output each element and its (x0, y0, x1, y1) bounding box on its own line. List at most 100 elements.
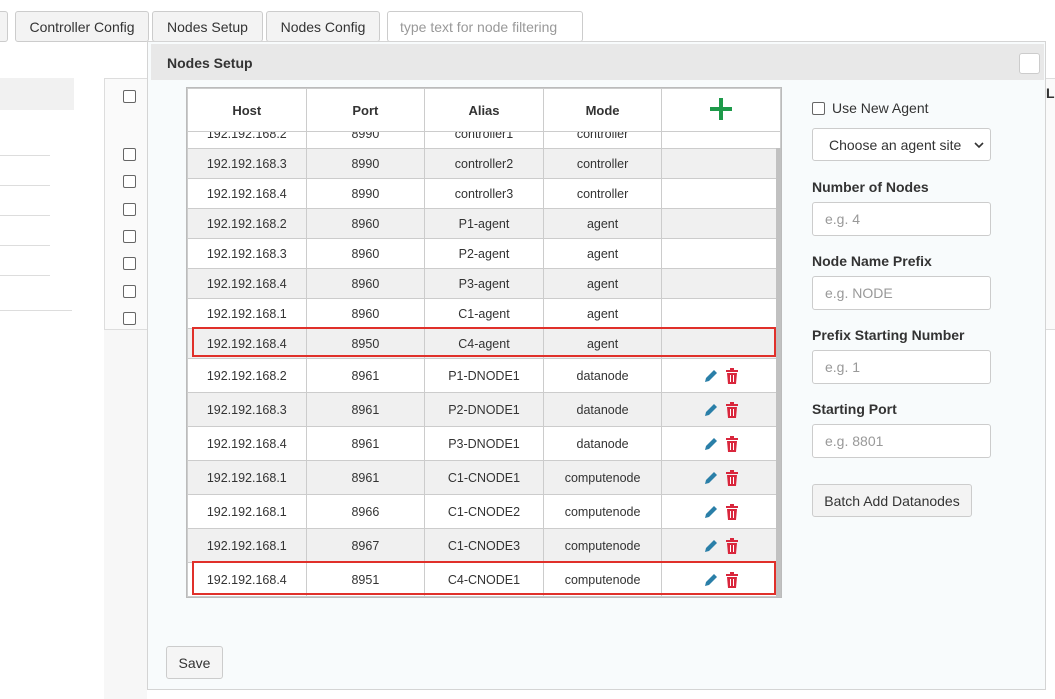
close-box[interactable] (1019, 53, 1040, 74)
cell: 8951 (305, 562, 426, 597)
checkbox-label: Use New Agent (832, 100, 929, 116)
delete-icon[interactable] (723, 537, 741, 555)
field-label: Node Name Prefix (812, 253, 932, 269)
actions (661, 392, 781, 427)
table-row: 192.192.168.4 8951 C4-CNODE1 computenode (187, 562, 781, 597)
actions (661, 148, 781, 179)
checkbox[interactable] (123, 90, 136, 103)
edit-icon[interactable] (702, 537, 720, 555)
column-header: Port (305, 88, 426, 132)
checkbox[interactable] (123, 203, 136, 216)
delete-icon[interactable] (723, 503, 741, 521)
edit-icon[interactable] (702, 401, 720, 419)
cell: 8961 (305, 392, 426, 427)
actions (661, 132, 781, 149)
cell: 192.192.168.4 (187, 426, 307, 461)
save-button[interactable]: Save (166, 646, 223, 679)
checkbox[interactable] (123, 285, 136, 298)
batch-button[interactable]: Batch Add Datanodes (812, 484, 972, 517)
cell: agent (542, 238, 663, 269)
actions (661, 426, 781, 461)
cell: agent (542, 268, 663, 299)
cell: 8961 (305, 460, 426, 495)
tab[interactable]: Nodes Setup (152, 11, 263, 42)
cell: P1-agent (424, 208, 544, 239)
checkbox[interactable] (123, 257, 136, 270)
edit-icon[interactable] (702, 503, 720, 521)
cell: 8967 (305, 528, 426, 563)
cell: 8950 (305, 328, 426, 359)
cell: 192.192.168.4 (187, 268, 307, 299)
add-button[interactable] (661, 88, 781, 132)
cell: 192.192.168.1 (187, 460, 307, 495)
cell: controller1 (424, 132, 544, 149)
bg-line (0, 310, 72, 311)
cell: computenode (542, 460, 663, 495)
cell: 8990 (305, 132, 426, 149)
cell: 8961 (305, 358, 426, 393)
edit-icon[interactable] (702, 435, 720, 453)
cell: 8990 (305, 148, 426, 179)
cell: 192.192.168.4 (187, 178, 307, 209)
bg-line (0, 215, 50, 216)
checkbox[interactable] (123, 148, 136, 161)
cell: 192.192.168.1 (187, 528, 307, 563)
edit-icon[interactable] (702, 367, 720, 385)
delete-icon[interactable] (723, 401, 741, 419)
cell: P2-DNODE1 (424, 392, 544, 427)
cell: C1-CNODE1 (424, 460, 544, 495)
table-row: 192.192.168.2 8960 P1-agent agent (187, 208, 781, 239)
cell: 8990 (305, 178, 426, 209)
cell: C4-agent (424, 328, 544, 359)
text-input[interactable]: e.g. NODE (812, 276, 991, 310)
checkbox[interactable] (123, 230, 136, 243)
filter-input[interactable]: type text for node filtering (387, 11, 583, 42)
tab[interactable]: Nodes Config (266, 11, 380, 42)
cell: agent (542, 298, 663, 329)
cell: P3-agent (424, 268, 544, 299)
column-header: Alias (424, 88, 544, 132)
text-input[interactable]: e.g. 1 (812, 350, 991, 384)
bg-column-header: Lo (1046, 85, 1055, 101)
delete-icon[interactable] (723, 469, 741, 487)
delete-icon[interactable] (723, 571, 741, 589)
table-row: 192.192.168.3 8961 P2-DNODE1 datanode (187, 392, 781, 427)
dialog-title: Nodes Setup (167, 55, 253, 71)
scrollbar (776, 148, 781, 597)
delete-icon[interactable] (723, 435, 741, 453)
cell: datanode (542, 426, 663, 461)
cell: 8961 (305, 426, 426, 461)
edit-icon[interactable] (702, 571, 720, 589)
checkbox[interactable] (812, 102, 825, 115)
cell: 192.192.168.3 (187, 392, 307, 427)
delete-icon[interactable] (723, 367, 741, 385)
cell: 192.192.168.2 (187, 358, 307, 393)
cell: 192.192.168.2 (187, 208, 307, 239)
checkbox[interactable] (123, 175, 136, 188)
text-input[interactable]: e.g. 8801 (812, 424, 991, 458)
actions (661, 358, 781, 393)
edit-icon[interactable] (702, 469, 720, 487)
table-row: 192.192.168.4 8960 P3-agent agent (187, 268, 781, 299)
tab[interactable]: Controller Config (15, 11, 149, 42)
chevron (974, 142, 984, 149)
tab-cut[interactable] (0, 11, 8, 42)
bg-line (0, 185, 50, 186)
cell: P2-agent (424, 238, 544, 269)
cell: controller2 (424, 148, 544, 179)
actions (661, 178, 781, 209)
actions (661, 494, 781, 529)
cell: 8960 (305, 298, 426, 329)
actions (661, 460, 781, 495)
cell: 8960 (305, 208, 426, 239)
bg-line (0, 275, 50, 276)
agent-select[interactable]: Choose an agent site (812, 128, 991, 161)
table-row: 192.192.168.4 8990 controller3 controller (187, 178, 781, 209)
bg-line (0, 155, 50, 156)
cell: 192.192.168.3 (187, 148, 307, 179)
checkbox[interactable] (123, 312, 136, 325)
text-input[interactable]: e.g. 4 (812, 202, 991, 236)
cell: P1-DNODE1 (424, 358, 544, 393)
cell: 192.192.168.3 (187, 238, 307, 269)
cell: C4-CNODE1 (424, 562, 544, 597)
